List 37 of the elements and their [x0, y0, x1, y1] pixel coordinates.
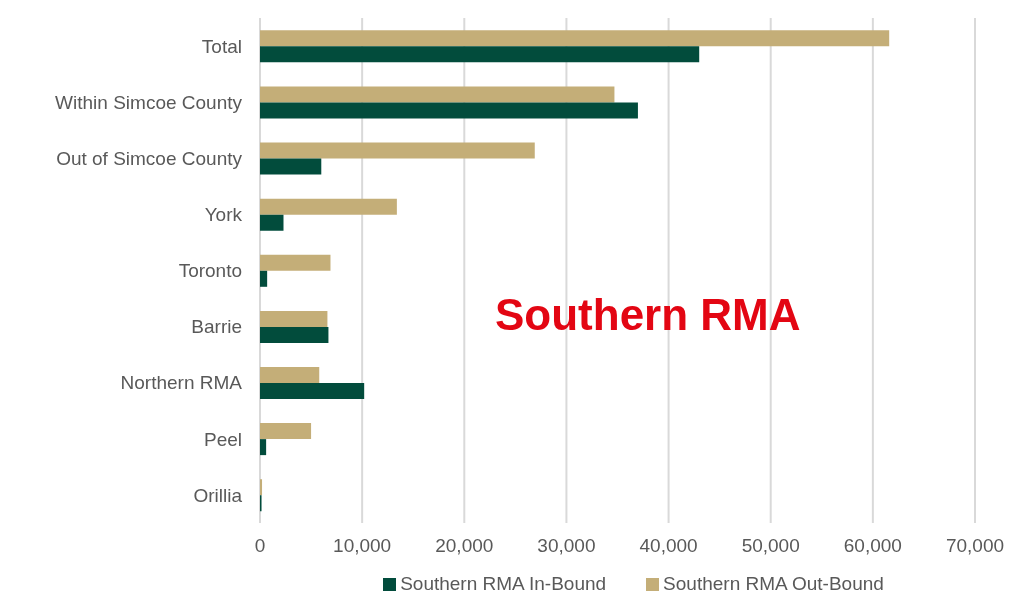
x-tick-label: 50,000	[741, 535, 800, 557]
y-tick-label: Orillia	[193, 484, 243, 506]
x-tick-label: 10,000	[333, 535, 392, 557]
x-tick-label: 70,000	[945, 535, 1005, 557]
bar	[260, 158, 322, 175]
y-tick-label: Out of Simcoe County	[56, 148, 243, 170]
bar	[260, 30, 890, 47]
y-tick-label: Total	[201, 35, 242, 57]
bar	[260, 86, 615, 103]
bar	[260, 214, 284, 231]
x-tick-label: 40,000	[639, 535, 698, 557]
legend-label: Southern RMA In-Bound	[400, 573, 607, 594]
x-tick-label: 30,000	[537, 535, 596, 557]
y-tick-label: York	[204, 204, 243, 226]
bar	[260, 326, 329, 343]
bar	[260, 367, 320, 384]
bar	[260, 423, 312, 440]
bar	[260, 270, 268, 287]
bar	[260, 383, 365, 400]
bar	[260, 310, 328, 327]
annotation: Southern RMA	[495, 290, 801, 340]
x-tick-label: 60,000	[843, 535, 902, 557]
bar	[260, 102, 638, 119]
y-tick-label: Barrie	[191, 316, 242, 338]
bar	[260, 439, 267, 456]
bar	[260, 198, 397, 215]
bar	[260, 142, 535, 159]
y-tick-label: Toronto	[178, 260, 242, 282]
y-tick-label: Within Simcoe County	[55, 91, 243, 113]
bar	[260, 479, 263, 496]
legend-label: Southern RMA Out-Bound	[663, 573, 884, 594]
x-tick-label: 20,000	[435, 535, 494, 557]
x-tick-label: 0	[254, 535, 266, 557]
bar	[260, 254, 331, 271]
y-tick-label: Northern RMA	[120, 372, 243, 394]
y-tick-label: Peel	[203, 428, 242, 450]
bar	[260, 46, 700, 63]
